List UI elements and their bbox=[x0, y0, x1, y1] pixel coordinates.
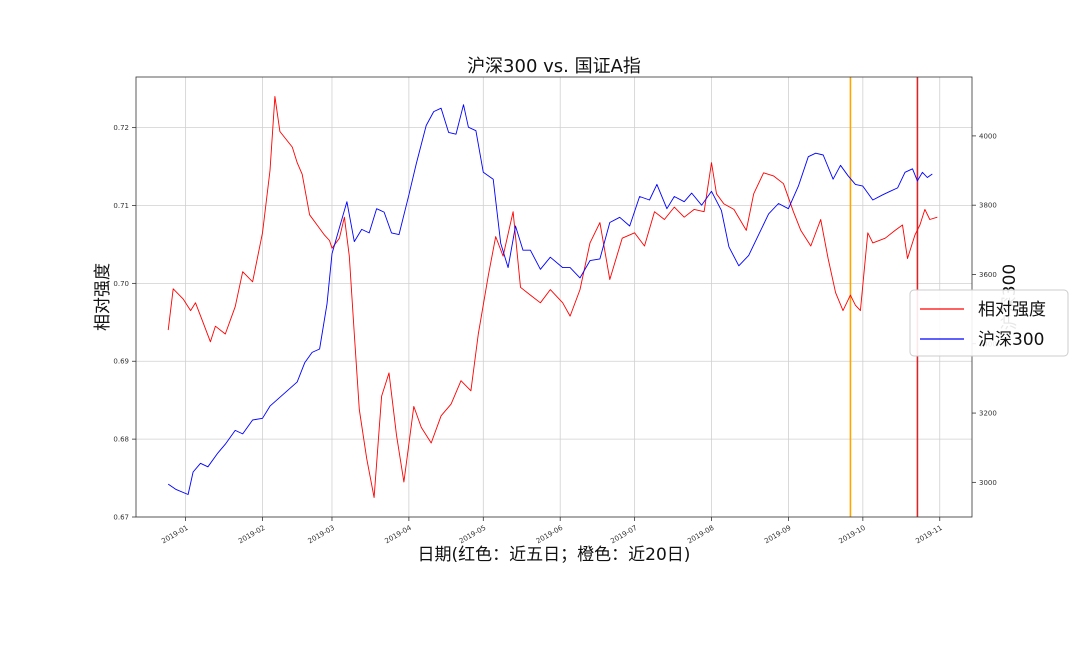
y-tick-label: 0.72 bbox=[113, 124, 129, 132]
legend-label-hs300: 沪深300 bbox=[978, 330, 1044, 350]
x-tick-label: 2019-07 bbox=[609, 524, 638, 546]
y-axis-label: 相对强度 bbox=[93, 263, 113, 331]
x-tick-label: 2019-10 bbox=[838, 524, 867, 546]
y2-tick-label: 3000 bbox=[979, 479, 997, 487]
series-line-relative-strength bbox=[167, 96, 938, 498]
y2-tick-label: 4000 bbox=[979, 132, 997, 140]
x-tick-label: 2019-08 bbox=[686, 524, 715, 546]
y-tick-label: 0.67 bbox=[113, 514, 129, 522]
x-axis: 2019-01 2019-02 2019-03 2019-04 2019-05 2019-… bbox=[160, 517, 944, 546]
legend-label-relative-strength: 相对强度 bbox=[978, 300, 1046, 320]
y-tick-label: 0.71 bbox=[113, 202, 129, 210]
x-axis-label: 日期(红色：近五日；橙色：近20日) bbox=[418, 545, 691, 565]
reference-lines bbox=[849, 77, 919, 517]
x-tick-label: 2019-11 bbox=[914, 524, 943, 546]
x-tick-label: 2019-04 bbox=[384, 524, 414, 546]
y2-tick-label: 3600 bbox=[979, 271, 997, 279]
x-tick-label: 2019-01 bbox=[160, 524, 189, 546]
x-tick-label: 2019-02 bbox=[237, 524, 266, 546]
legend: 相对强度 沪深300 bbox=[909, 289, 1069, 357]
x-tick-label: 2019-03 bbox=[307, 524, 336, 546]
grid bbox=[136, 77, 972, 518]
y2-tick-label: 3200 bbox=[979, 410, 997, 418]
x-tick-label: 2019-05 bbox=[458, 524, 487, 546]
y-axis-left: 0.67 0.68 0.69 0.70 0.71 0.72 bbox=[113, 124, 136, 522]
x-tick-label: 2019-06 bbox=[535, 524, 565, 546]
plot-area bbox=[167, 96, 938, 498]
plot-frame bbox=[135, 76, 973, 518]
y-tick-label: 0.70 bbox=[113, 280, 129, 288]
x-tick-label: 2019-09 bbox=[763, 524, 792, 546]
y-tick-label: 0.68 bbox=[113, 436, 129, 444]
y-tick-label: 0.69 bbox=[113, 358, 129, 366]
y2-tick-label: 3800 bbox=[979, 202, 997, 210]
chart-title: 沪深300 vs. 国证A指 bbox=[467, 56, 641, 77]
series-line-hs300 bbox=[167, 104, 933, 495]
